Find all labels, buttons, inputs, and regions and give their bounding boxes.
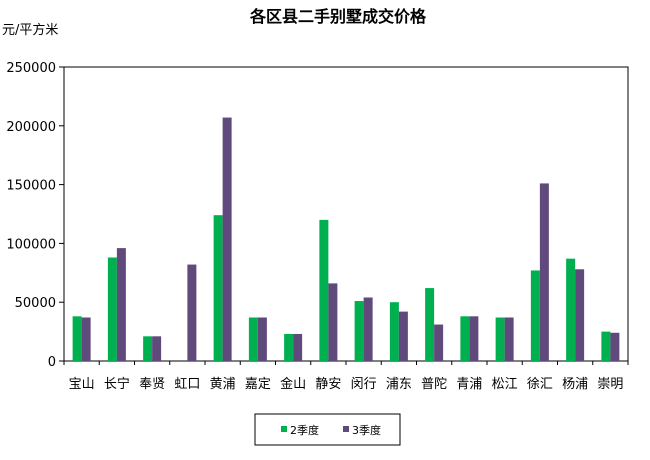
bar-3季度-杨浦 <box>575 269 585 361</box>
bar-3季度-徐汇 <box>539 183 549 361</box>
bar-2季度-青浦 <box>460 316 470 361</box>
x-tick-label: 奉贤 <box>139 377 165 392</box>
x-tick-label: 虹口 <box>174 377 200 392</box>
legend-swatch-3季度 <box>343 426 349 432</box>
bar-2季度-静安 <box>319 219 329 361</box>
bar-3季度-静安 <box>328 283 338 361</box>
bar-2季度-闵行 <box>354 301 364 361</box>
bar-2季度-浦东 <box>389 302 399 361</box>
x-tick-label: 宝山 <box>69 377 95 392</box>
bar-2季度-徐汇 <box>530 270 540 361</box>
legend-label: 2季度 <box>290 423 319 437</box>
bar-3季度-金山 <box>293 333 303 361</box>
bar-3季度-普陀 <box>434 324 444 361</box>
bar-2季度-杨浦 <box>566 258 576 361</box>
bar-2季度-崇明 <box>601 331 611 361</box>
y-tick-label: 250000 <box>6 61 56 76</box>
x-tick-label: 杨浦 <box>562 377 588 392</box>
bar-2季度-长宁 <box>107 257 117 361</box>
y-axis-label: 元/平方米 <box>2 22 58 38</box>
bar-2季度-嘉定 <box>248 317 258 361</box>
x-tick-label: 闵行 <box>351 377 377 392</box>
bar-2季度-金山 <box>284 333 294 361</box>
bar-3季度-嘉定 <box>257 317 267 361</box>
bar-2季度-松江 <box>495 317 505 361</box>
x-tick-label: 金山 <box>280 376 306 392</box>
bar-3季度-闵行 <box>363 297 373 361</box>
x-tick-label: 静安 <box>315 377 341 392</box>
x-tick-label: 嘉定 <box>245 377 271 392</box>
legend: 2季度 3季度 <box>254 413 401 446</box>
x-tick-label: 长宁 <box>104 376 130 392</box>
bar-2季度-普陀 <box>425 288 435 361</box>
bar-2季度-黄浦 <box>213 215 223 361</box>
bar-2季度-奉贤 <box>143 336 153 361</box>
x-tick-label: 青浦 <box>456 377 482 392</box>
y-tick-label: 100000 <box>6 237 56 252</box>
bar-3季度-奉贤 <box>152 336 162 361</box>
bar-3季度-长宁 <box>116 248 126 361</box>
x-tick-label: 松江 <box>492 377 518 392</box>
bar-3季度-松江 <box>504 317 514 361</box>
bar-3季度-宝山 <box>81 317 91 361</box>
legend-swatch-2季度 <box>281 426 287 432</box>
y-tick-label: 50000 <box>15 296 56 311</box>
y-tick-label: 0 <box>48 355 56 370</box>
y-tick-label: 150000 <box>6 179 56 194</box>
x-tick-label: 崇明 <box>597 377 623 392</box>
x-tick-label: 浦东 <box>386 377 412 392</box>
bar-3季度-青浦 <box>469 316 479 361</box>
chart-title: 各区县二手别墅成交价格 <box>249 7 427 26</box>
x-tick-label: 普陀 <box>421 376 447 392</box>
plot-area: 0 50000 100000 150000 200000 250000 宝山 长宁 奉贤 虹口 黄浦… <box>6 61 629 392</box>
x-tick-label: 黄浦 <box>210 377 236 392</box>
bar-3季度-浦东 <box>398 311 408 361</box>
legend-label: 3季度 <box>352 423 381 437</box>
bar-3季度-虹口 <box>187 264 197 361</box>
x-tick-label: 徐汇 <box>527 377 553 392</box>
bar-3季度-黄浦 <box>222 117 232 362</box>
bar-2季度-宝山 <box>72 316 82 361</box>
y-tick-label: 200000 <box>6 120 56 135</box>
legend-box <box>254 413 401 446</box>
bar-3季度-崇明 <box>610 332 620 361</box>
